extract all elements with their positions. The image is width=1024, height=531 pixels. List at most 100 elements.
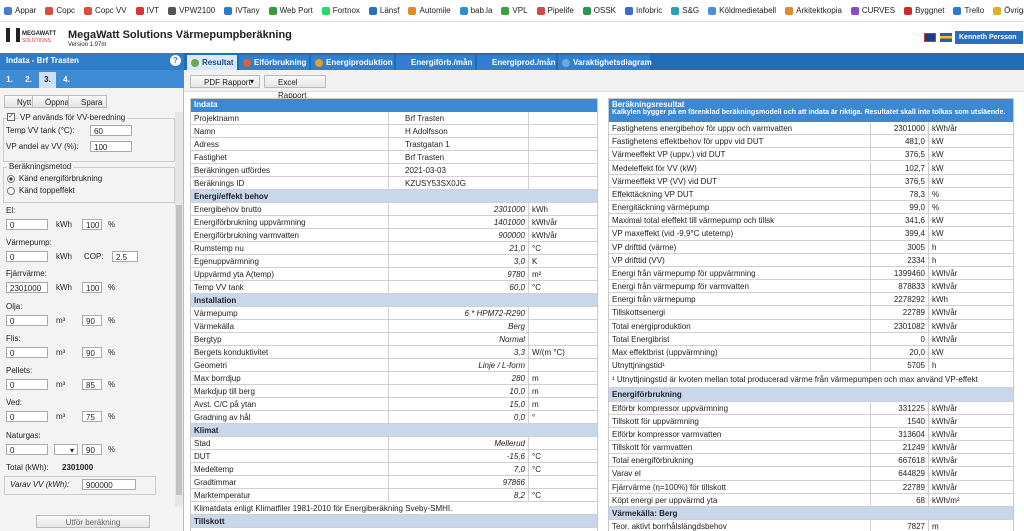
- cell-label: Energi från värmepump: [609, 293, 871, 306]
- text-input[interactable]: 2301000: [6, 282, 48, 293]
- table-row: Tillskott för uppvärmning 1540 kWh/år: [609, 414, 1013, 428]
- tab[interactable]: Energiprod./mån: [477, 55, 556, 70]
- cell-value: 9780: [389, 268, 529, 280]
- bookmark-icon: [368, 6, 377, 15]
- app-version: Version 1.97m: [68, 42, 107, 48]
- step-tab[interactable]: 3.: [39, 72, 56, 88]
- bookmark[interactable]: VPL: [501, 6, 528, 15]
- bookmark[interactable]: Trello: [953, 6, 984, 15]
- step-tab[interactable]: 1.: [1, 72, 18, 88]
- bookmark[interactable]: VPW2100: [168, 6, 215, 15]
- bookmark[interactable]: Byggnet: [904, 6, 944, 15]
- bookmark[interactable]: Web Port: [268, 6, 313, 15]
- bookmark[interactable]: Automile: [408, 6, 451, 15]
- bookmark[interactable]: Arkitektkopia: [785, 6, 842, 15]
- toolbar-button[interactable]: Spara: [68, 95, 108, 108]
- bookmark[interactable]: Övriga bokmärken: [993, 6, 1024, 15]
- bookmark[interactable]: S&G: [671, 6, 699, 15]
- text-input[interactable]: 75: [82, 411, 102, 422]
- text-input[interactable]: 85: [82, 379, 102, 390]
- bookmark[interactable]: Pipelife: [536, 6, 574, 15]
- table-row: Värmeeffekt VP (uppv.) vid DUT 376,5 kW: [609, 148, 1013, 162]
- text-input[interactable]: 900000: [82, 479, 136, 490]
- cell-value: Linje / L-form: [389, 359, 529, 371]
- text-input[interactable]: 0: [6, 315, 48, 326]
- checkbox[interactable]: ✓: [7, 113, 15, 121]
- bookmark[interactable]: Copc VV: [84, 6, 127, 15]
- text-input[interactable]: 100: [82, 282, 102, 293]
- text-input[interactable]: 100: [90, 141, 132, 152]
- tab[interactable]: Elförbrukning: [239, 55, 309, 70]
- cell-value: 341,6: [871, 214, 929, 227]
- bookmark[interactable]: Infobric: [625, 6, 662, 15]
- bookmark-label: Appar: [15, 6, 37, 15]
- cell-unit: °C: [532, 491, 541, 500]
- tab[interactable]: Varaktighetsdiagram: [558, 55, 652, 70]
- cell-label: Utnyttjningstid¹: [609, 359, 871, 372]
- bookmark-label: OSSK: [593, 6, 617, 15]
- bookmark-label: S&G: [682, 6, 700, 15]
- cell-value: 3,0: [389, 255, 529, 267]
- tab[interactable]: Energiproduktion: [311, 55, 394, 70]
- tab-icon: [315, 58, 323, 67]
- report-button[interactable]: PDF Rapport: [190, 75, 260, 88]
- run-button[interactable]: Utför beräkning: [36, 515, 150, 528]
- bookmark[interactable]: CURVES: [850, 6, 895, 15]
- cell-value: 22789: [871, 480, 929, 493]
- report-button[interactable]: Excel Rapport: [264, 75, 326, 100]
- tab[interactable]: Energiförb./mån: [396, 55, 475, 70]
- cell-unit: K: [532, 257, 538, 266]
- toolbar-button[interactable]: Öppna: [32, 95, 75, 108]
- step-tab[interactable]: 4.: [58, 72, 75, 88]
- step-tab[interactable]: 2.: [20, 72, 37, 88]
- text-input[interactable]: 0: [6, 411, 48, 422]
- text-input[interactable]: 2.5: [112, 251, 138, 262]
- cell-label: Tillskottsenergi: [609, 306, 871, 319]
- source-label: Ved:: [6, 398, 23, 407]
- bookmark[interactable]: IVT: [135, 6, 159, 15]
- cell-value: 481,0: [871, 135, 929, 148]
- table-row: Total energiproduktion 2301082 kWh/år: [609, 319, 1013, 333]
- table-row: Bergtyp Normal: [191, 333, 597, 346]
- bookmark[interactable]: Copc: [45, 6, 75, 15]
- table-row: Värmekälla Berg: [191, 320, 597, 333]
- radio[interactable]: [7, 187, 15, 195]
- source-label: Pellets:: [6, 366, 33, 375]
- bookmark-label: IVTany: [235, 6, 260, 15]
- text-input[interactable]: 60: [90, 125, 132, 136]
- text-input[interactable]: 0: [6, 444, 48, 455]
- bookmark[interactable]: Köldmedietabell: [708, 6, 776, 15]
- bookmark[interactable]: Fortnox: [321, 6, 360, 15]
- text-input[interactable]: 0: [6, 347, 48, 358]
- bookmark[interactable]: Appar: [4, 6, 36, 15]
- bookmark[interactable]: bab.la: [459, 6, 492, 15]
- select[interactable]: ▾: [54, 444, 78, 455]
- cell-label: Gradtimmar: [191, 476, 389, 488]
- bookmark[interactable]: Länsf: [368, 6, 399, 15]
- logo: MEGAWATT SOLUTIONS: [4, 27, 60, 51]
- radio[interactable]: [7, 175, 15, 183]
- text-input[interactable]: 90: [82, 347, 102, 358]
- tab[interactable]: Resultat: [187, 55, 237, 70]
- text-input[interactable]: 90: [82, 444, 102, 455]
- tab-label: Resultat: [202, 58, 234, 67]
- table-row: DUT -15,6 °C: [191, 450, 597, 463]
- cell-unit: kWh/m²: [932, 495, 960, 505]
- help-icon[interactable]: ?: [170, 55, 181, 66]
- table-row: Adress Trastgatan 1: [191, 138, 597, 151]
- bookmark-label: Byggnet: [915, 6, 945, 15]
- text-input[interactable]: 0: [6, 251, 48, 262]
- text-input[interactable]: 0: [6, 219, 48, 230]
- bookmark[interactable]: OSSK: [582, 6, 617, 15]
- legend: Beräkningsmetod: [7, 162, 74, 171]
- bookmark-icon: [268, 6, 277, 15]
- text-input[interactable]: 90: [82, 315, 102, 326]
- cell-value: -15,6: [389, 450, 529, 462]
- cell-label: Max effektbrist (uppvärmning): [609, 345, 871, 359]
- text-input[interactable]: 0: [6, 379, 48, 390]
- text-input[interactable]: 100: [82, 219, 102, 230]
- cell-value: 0: [871, 332, 929, 345]
- bookmark[interactable]: IVTany: [224, 6, 260, 15]
- table-row: Projektnamn Brf Trasten: [191, 112, 597, 125]
- user-button[interactable]: Kenneth Persson: [955, 31, 1023, 44]
